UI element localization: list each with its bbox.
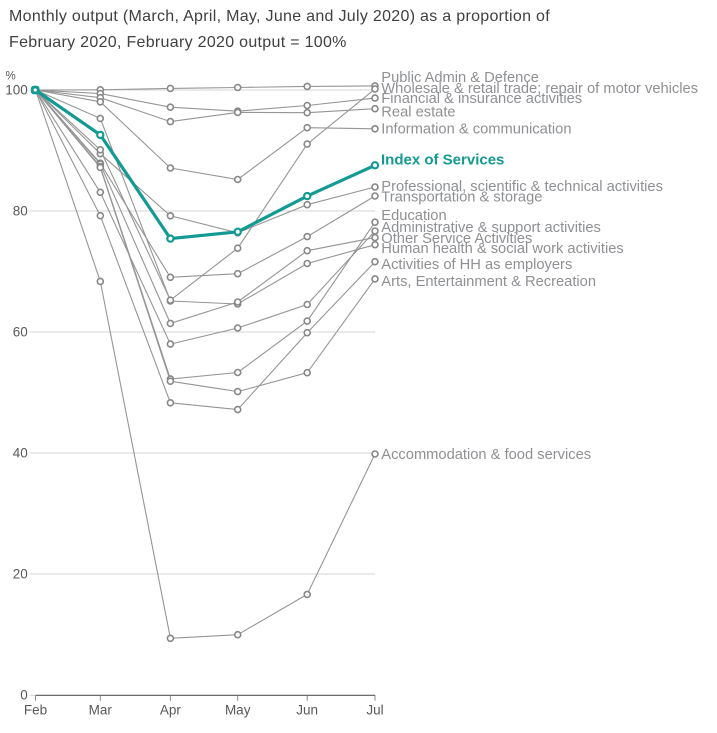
svg-text:Transportation & storage: Transportation & storage [381,190,542,206]
svg-text:Education: Education [381,208,446,224]
svg-text:Jul: Jul [366,703,383,718]
svg-text:Human health & social work act: Human health & social work activities [381,241,623,257]
svg-text:Administrative & support activ: Administrative & support activities [381,220,601,236]
svg-text:Feb: Feb [24,703,47,718]
svg-text:80: 80 [13,204,28,219]
svg-text:Index of Services: Index of Services [381,152,504,169]
svg-text:Professional, scientific & tec: Professional, scientific & technical act… [381,179,663,195]
svg-text:Accommodation & food services: Accommodation & food services [381,447,591,463]
svg-text:Arts, Entertainment & Recreati: Arts, Entertainment & Recreation [381,274,596,290]
svg-text:Financial & insurance activiti: Financial & insurance activities [381,91,582,107]
svg-text:Jun: Jun [296,703,318,718]
svg-text:Public Admin & Defence: Public Admin & Defence [381,70,539,86]
svg-text:Other Service Activities: Other Service Activities [381,231,532,247]
svg-text:May: May [225,703,251,718]
svg-text:100: 100 [5,83,28,98]
svg-text:20: 20 [13,567,28,582]
svg-text:Real estate: Real estate [381,105,455,121]
svg-text:Wholesale & retail trade; repa: Wholesale & retail trade; repair of moto… [381,81,698,97]
svg-text:60: 60 [13,325,28,340]
svg-text:Activities of HH as employers: Activities of HH as employers [381,257,572,273]
svg-text:40: 40 [13,446,28,461]
svg-text:Apr: Apr [160,703,182,718]
svg-text:0: 0 [20,688,28,703]
svg-text:Mar: Mar [89,703,113,718]
svg-text:%: % [6,71,16,83]
svg-text:Information & communication: Information & communication [381,122,571,138]
